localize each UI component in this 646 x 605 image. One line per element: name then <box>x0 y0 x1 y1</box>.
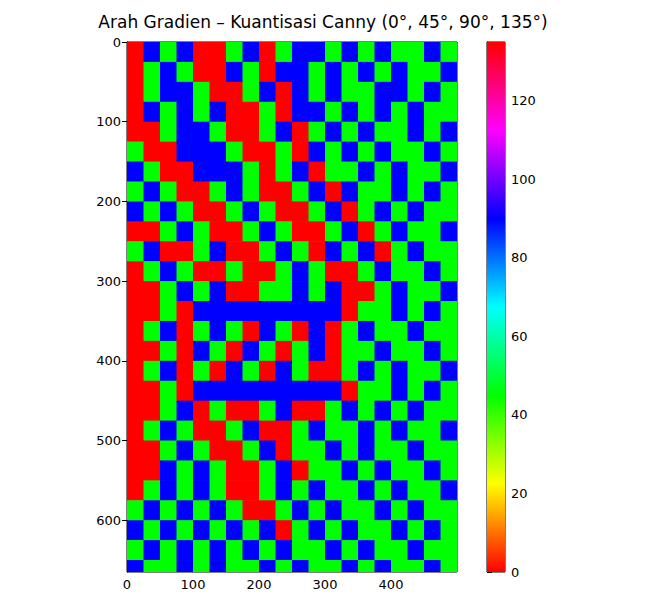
svg-text:200: 200 <box>96 194 121 209</box>
svg-text:20: 20 <box>511 486 528 501</box>
svg-text:0: 0 <box>123 577 131 592</box>
svg-text:0: 0 <box>511 565 519 580</box>
svg-text:100: 100 <box>181 577 206 592</box>
svg-text:0: 0 <box>113 35 121 50</box>
svg-text:400: 400 <box>96 353 121 368</box>
svg-text:40: 40 <box>511 407 528 422</box>
svg-text:200: 200 <box>247 577 272 592</box>
svg-text:100: 100 <box>511 172 536 187</box>
svg-text:Arah Gradien – Kuantisasi Cann: Arah Gradien – Kuantisasi Canny (0°, 45°… <box>98 12 547 32</box>
svg-text:300: 300 <box>96 274 121 289</box>
svg-text:400: 400 <box>379 577 404 592</box>
svg-text:80: 80 <box>511 250 528 265</box>
svg-text:100: 100 <box>96 114 121 129</box>
svg-text:300: 300 <box>313 577 338 592</box>
svg-text:60: 60 <box>511 329 528 344</box>
svg-text:600: 600 <box>96 513 121 528</box>
svg-text:500: 500 <box>96 433 121 448</box>
svg-text:120: 120 <box>511 93 536 108</box>
